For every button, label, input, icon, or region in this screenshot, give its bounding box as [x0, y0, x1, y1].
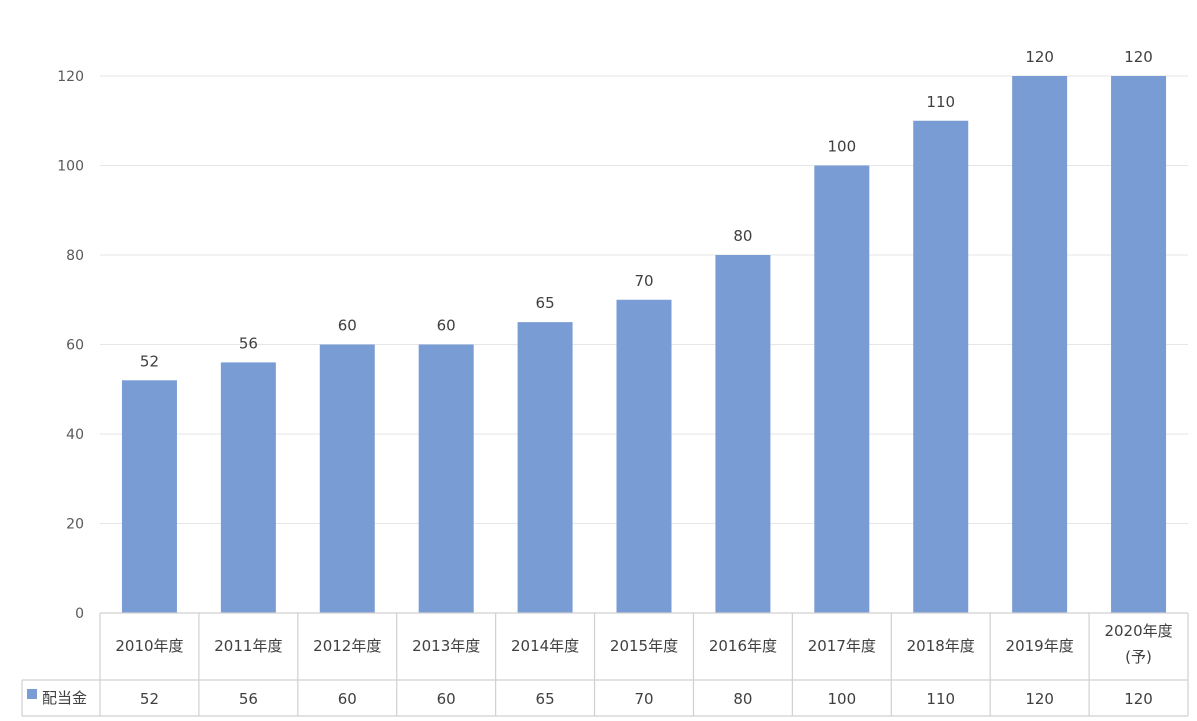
- table-value-cell: 60: [338, 690, 357, 708]
- data-table: 2010年度 2011年度 2012年度 2013年度 2014年度 2015年度 2016…: [21, 612, 1189, 717]
- y-axis: 0 20 40 60 80 100 120: [57, 69, 84, 622]
- x-tick-label: 2019年度: [1006, 637, 1074, 655]
- bar: [220, 362, 276, 613]
- table-value-cell: 70: [634, 690, 653, 708]
- x-tick-label: 2020年度(予): [1104, 622, 1172, 666]
- data-label: 52: [140, 352, 159, 370]
- bar: [418, 344, 474, 613]
- bar: [319, 344, 375, 613]
- x-tick-label: 2011年度: [214, 637, 282, 655]
- bar: [121, 380, 177, 613]
- data-label: 100: [827, 138, 856, 156]
- table-value-cell: 56: [239, 690, 258, 708]
- data-label: 110: [926, 93, 955, 111]
- bar: [715, 255, 771, 613]
- x-tick-label: 2015年度: [610, 637, 678, 655]
- table-value-cell: 65: [536, 690, 555, 708]
- x-tick-label: 2012年度: [313, 637, 381, 655]
- x-tick-label: 2010年度: [115, 637, 183, 655]
- bar: [913, 120, 969, 613]
- data-label: 60: [338, 317, 357, 335]
- x-tick-label: 2017年度: [808, 637, 876, 655]
- data-labels: 52 56 60 60 65 70 80 100 110 120 120: [140, 48, 1153, 370]
- y-tick-label: 120: [57, 69, 84, 85]
- y-tick-label: 0: [75, 606, 84, 622]
- bar: [1012, 76, 1068, 613]
- table-value-cell: 80: [733, 690, 752, 708]
- data-label: 120: [1025, 48, 1054, 66]
- data-label: 60: [437, 317, 456, 335]
- bar: [517, 322, 573, 613]
- y-tick-label: 20: [66, 517, 84, 533]
- table-value-cell: 110: [926, 690, 955, 708]
- table-value-cell: 120: [1025, 690, 1054, 708]
- legend-swatch: [27, 689, 37, 699]
- table-value-cell: 60: [437, 690, 456, 708]
- y-tick-label: 100: [57, 159, 84, 175]
- bar: [1111, 76, 1167, 613]
- bar: [616, 299, 672, 613]
- bar: [814, 165, 870, 613]
- data-label: 120: [1124, 48, 1153, 66]
- x-tick-label: 2018年度: [907, 637, 975, 655]
- bars: [121, 76, 1167, 613]
- x-tick-label: 2014年度: [511, 637, 579, 655]
- data-label: 80: [733, 227, 752, 245]
- table-value-cell: 52: [140, 690, 159, 708]
- table-value-cell: 120: [1124, 690, 1153, 708]
- y-tick-label: 60: [66, 338, 84, 354]
- legend-entry: 配当金: [42, 689, 87, 707]
- y-tick-label: 80: [66, 248, 84, 264]
- x-tick-label: 2016年度: [709, 637, 777, 655]
- table-value-cell: 100: [827, 690, 856, 708]
- x-tick-label: 2013年度: [412, 637, 480, 655]
- data-label: 56: [239, 334, 258, 352]
- data-label: 65: [536, 294, 555, 312]
- y-tick-label: 40: [66, 427, 84, 443]
- data-label: 70: [634, 272, 653, 290]
